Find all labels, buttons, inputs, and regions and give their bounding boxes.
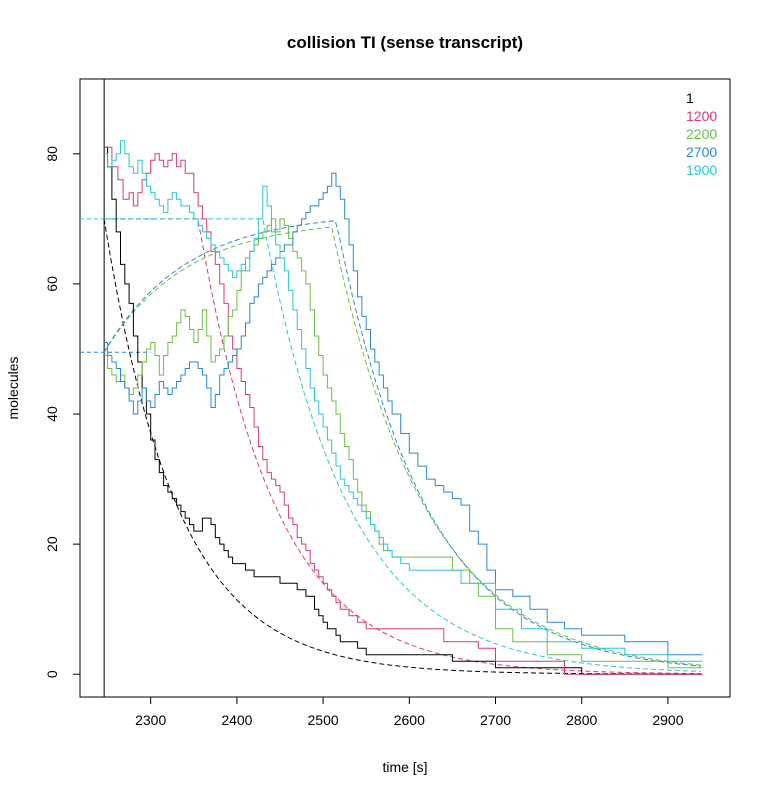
expected-curve-2200 <box>103 226 701 666</box>
plot-content <box>80 79 703 697</box>
x-tick-label: 2300 <box>135 712 166 728</box>
y-tick-label: 60 <box>44 276 60 292</box>
x-axis-label: time [s] <box>382 759 427 775</box>
y-tick-label: 20 <box>44 536 60 552</box>
y-tick-label: 80 <box>44 146 60 162</box>
expected-curve-1900 <box>104 218 701 672</box>
y-tick-label: 40 <box>44 406 60 422</box>
x-tick-label: 2500 <box>308 712 339 728</box>
y-tick-label: 0 <box>44 670 60 678</box>
legend-entry-2700: 2700 <box>686 144 717 160</box>
x-tick-label: 2400 <box>221 712 252 728</box>
x-axis: 2300 2400 2500 2600 2700 2800 2900 <box>135 696 684 728</box>
legend-entry-1: 1 <box>686 90 694 106</box>
x-tick-label: 2600 <box>394 712 425 728</box>
series-line-2200 <box>104 218 703 669</box>
legend-entry-1200: 1200 <box>686 108 717 124</box>
series-line-1900 <box>104 140 703 662</box>
series-line-1200 <box>104 146 703 675</box>
plot-area <box>80 79 703 697</box>
x-tick-label: 2900 <box>652 712 683 728</box>
x-tick-label: 2800 <box>566 712 597 728</box>
chart-title: collision TI (sense transcript) <box>287 33 523 52</box>
x-tick-label: 2700 <box>480 712 511 728</box>
y-axis-label: molecules <box>5 356 21 419</box>
plot-frame <box>79 78 731 698</box>
legend: 1 1200 2200 2700 1900 <box>686 90 717 178</box>
y-axis: 0 20 40 60 80 <box>44 146 81 678</box>
expected-curve-1 <box>103 218 701 675</box>
expected-curve-2700 <box>103 220 701 667</box>
legend-entry-1900: 1900 <box>686 162 717 178</box>
expected-curve-1200 <box>104 218 701 674</box>
legend-entry-2200: 2200 <box>686 126 717 142</box>
series-line-1 <box>104 146 703 675</box>
series-line-2700 <box>104 172 703 656</box>
